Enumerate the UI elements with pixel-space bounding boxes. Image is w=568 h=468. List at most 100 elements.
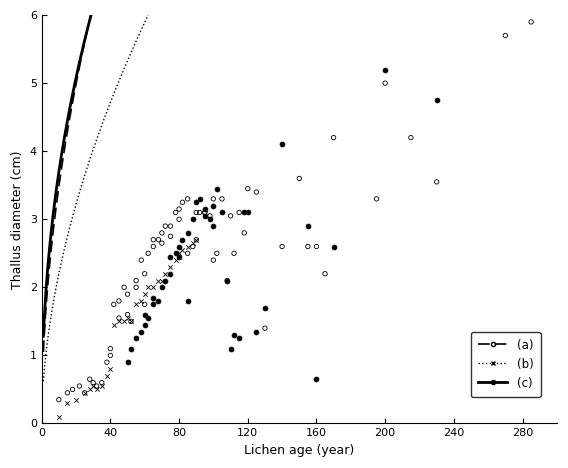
Point [312, 243, 321, 250]
Point [209, 256, 218, 264]
Point [201, 205, 210, 213]
Point [432, 96, 441, 104]
Point [85, 375, 94, 383]
Point [303, 222, 312, 230]
Point [191, 236, 201, 243]
Point [114, 314, 123, 322]
Point [278, 141, 287, 148]
Point [127, 318, 136, 325]
Point [102, 372, 111, 380]
Point [154, 236, 163, 243]
Point [109, 300, 118, 308]
Point [183, 249, 192, 257]
Point [97, 382, 106, 390]
Point [119, 284, 128, 291]
Point [212, 249, 222, 257]
Point [209, 222, 218, 230]
Point [201, 209, 210, 216]
Point [212, 185, 222, 192]
Point [183, 229, 192, 237]
Point [80, 389, 89, 396]
Point [140, 321, 149, 329]
Point [89, 379, 98, 387]
Point [144, 314, 153, 322]
Point [188, 216, 197, 223]
Point [174, 243, 183, 250]
X-axis label: Lichen age (year): Lichen age (year) [244, 444, 354, 457]
Point [85, 386, 94, 393]
Point [501, 32, 510, 39]
Point [149, 284, 158, 291]
Point [127, 318, 136, 325]
Point [92, 386, 101, 393]
Point [226, 212, 235, 219]
Point [166, 233, 175, 240]
Point [171, 209, 180, 216]
Point [191, 198, 201, 206]
Point [171, 256, 180, 264]
Point [201, 212, 210, 219]
Point [154, 277, 163, 284]
Point [161, 277, 170, 284]
Point [75, 382, 84, 390]
Point [201, 209, 210, 216]
Point [260, 324, 269, 332]
Point [432, 178, 441, 186]
Point [329, 134, 338, 141]
Point [161, 222, 170, 230]
Point [174, 253, 183, 261]
Point [123, 358, 132, 366]
Point [63, 399, 72, 407]
Point [226, 345, 235, 352]
Point [157, 284, 166, 291]
Point [132, 335, 141, 342]
Point [252, 188, 261, 196]
Point [137, 297, 146, 305]
Point [89, 382, 98, 390]
Point [312, 375, 321, 383]
Point [132, 277, 141, 284]
Legend: (a), (b), (c): (a), (b), (c) [471, 332, 541, 397]
Point [223, 277, 232, 284]
Point [92, 382, 101, 390]
Point [320, 270, 329, 278]
Point [235, 209, 244, 216]
Point [252, 328, 261, 336]
Point [149, 243, 158, 250]
Point [206, 212, 215, 219]
Point [72, 396, 81, 403]
Point [223, 277, 232, 284]
Point [123, 314, 132, 322]
Point [174, 249, 183, 257]
Point [527, 18, 536, 26]
Point [166, 263, 175, 271]
Point [209, 202, 218, 209]
Point [243, 185, 252, 192]
Point [260, 304, 269, 312]
Point [132, 284, 141, 291]
Point [161, 270, 170, 278]
Point [372, 195, 381, 203]
Point [183, 297, 192, 305]
Point [381, 66, 390, 73]
Point [68, 386, 77, 393]
Point [106, 366, 115, 373]
Point [229, 249, 239, 257]
Point [154, 297, 163, 305]
Point [295, 175, 304, 182]
Point [178, 246, 187, 254]
Point [137, 256, 146, 264]
Point [157, 229, 166, 237]
Point [127, 345, 136, 352]
Point [123, 311, 132, 318]
Point [174, 216, 183, 223]
Point [191, 236, 201, 243]
Point [144, 284, 153, 291]
Point [278, 243, 287, 250]
Point [406, 134, 415, 141]
Point [206, 216, 215, 223]
Point [114, 297, 123, 305]
Point [149, 236, 158, 243]
Point [229, 331, 239, 339]
Point [140, 311, 149, 318]
